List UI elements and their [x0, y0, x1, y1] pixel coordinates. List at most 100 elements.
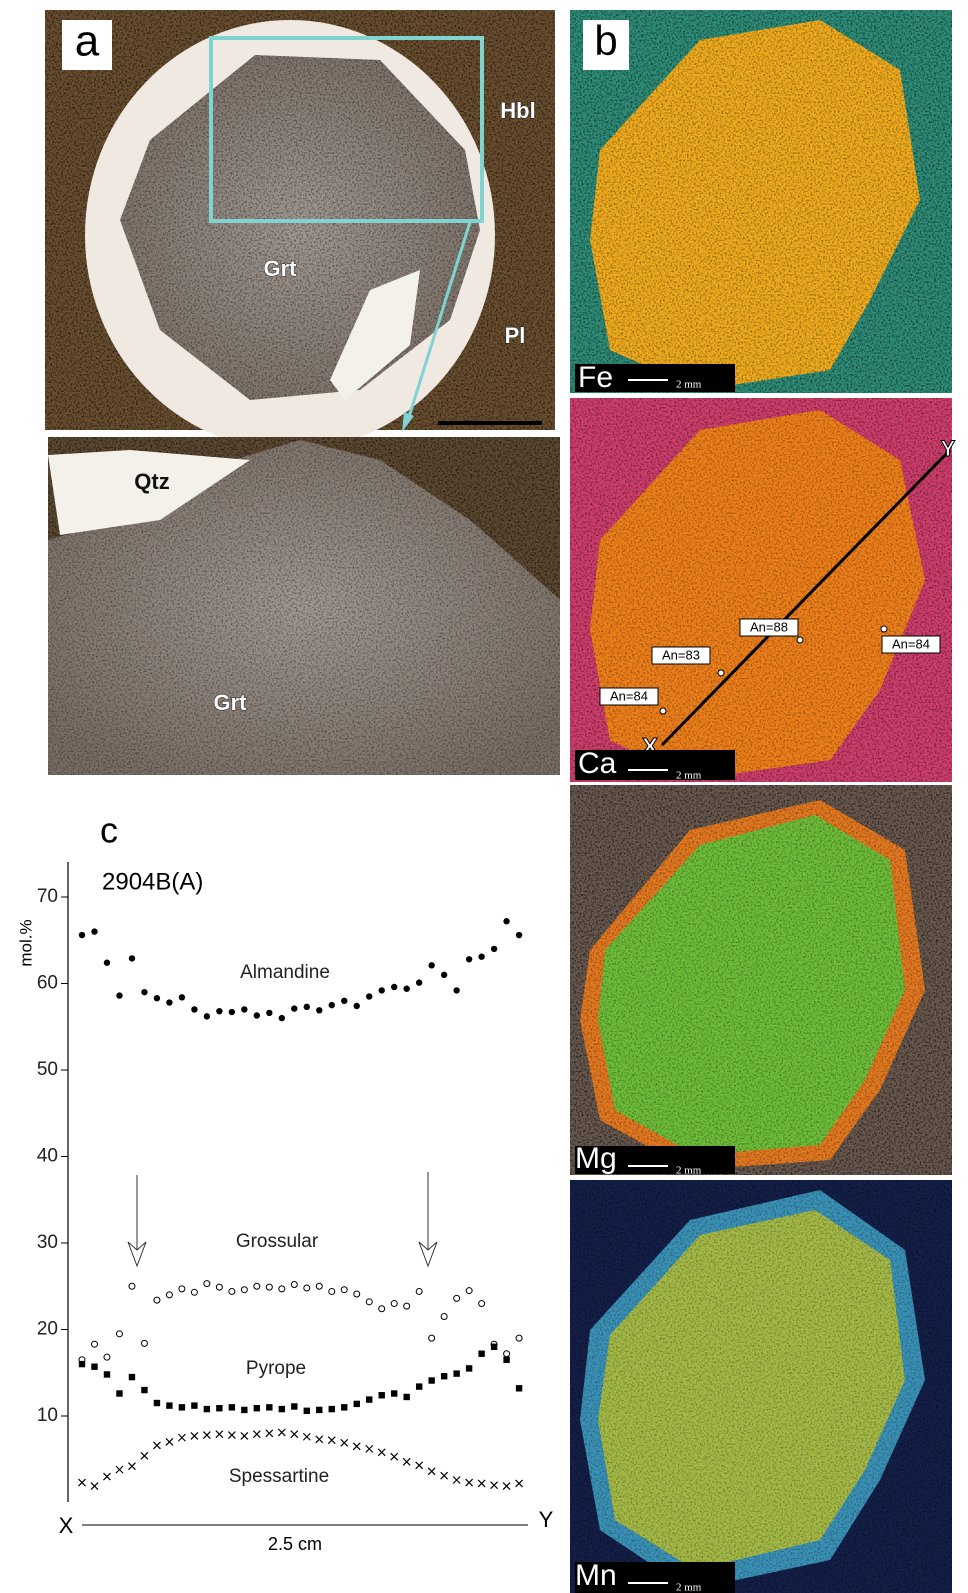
point — [403, 985, 409, 991]
point — [516, 1385, 522, 1391]
point — [416, 1462, 423, 1469]
point — [329, 1406, 335, 1412]
point — [441, 972, 447, 978]
point — [353, 1443, 360, 1450]
profile-end: Y — [941, 436, 956, 461]
y-tick-label: 60 — [37, 973, 58, 994]
point — [503, 1357, 509, 1363]
mineral-label: Grt — [214, 690, 248, 715]
y-tick-label: 70 — [37, 886, 58, 907]
point — [166, 1438, 173, 1445]
point — [291, 1431, 298, 1438]
point — [116, 1331, 122, 1337]
point — [416, 1383, 422, 1389]
point — [404, 1303, 410, 1309]
point — [478, 1480, 485, 1487]
point — [128, 1463, 135, 1470]
scale-label: 2 mm — [676, 1165, 702, 1177]
point — [341, 1287, 347, 1293]
y-axis-label: mol.% — [16, 919, 35, 966]
anorthite-label: An=88 — [750, 619, 788, 634]
point — [116, 1390, 122, 1396]
point — [504, 1351, 510, 1357]
point — [391, 1390, 397, 1396]
y-tick-label: 20 — [37, 1319, 58, 1340]
point — [341, 1404, 347, 1410]
point — [116, 992, 122, 998]
point — [91, 928, 97, 934]
y-tick-label: 50 — [37, 1059, 58, 1080]
series-label: Pyrope — [246, 1358, 306, 1379]
point — [303, 1433, 310, 1440]
point — [216, 1008, 222, 1014]
point — [516, 1335, 522, 1341]
point — [241, 1432, 248, 1439]
point — [279, 1286, 285, 1292]
point — [454, 1295, 460, 1301]
y-tick-label: 30 — [37, 1232, 58, 1253]
point — [354, 1003, 360, 1009]
point — [116, 1466, 123, 1473]
point — [466, 1365, 472, 1371]
point — [166, 1292, 172, 1298]
anorthite-label: An=83 — [662, 647, 700, 662]
point — [166, 999, 172, 1005]
point — [416, 1288, 422, 1294]
point — [354, 1291, 360, 1297]
point — [441, 1472, 448, 1479]
point — [428, 1468, 435, 1475]
point — [129, 1283, 135, 1289]
element-map-mn: Mn 2 mm — [570, 1180, 952, 1593]
chart: c 2904B(A) mol.% X Y 2.5 cm Almandine Gr… — [16, 810, 553, 1554]
scale-label: 2 mm — [676, 1582, 702, 1593]
point — [304, 1004, 310, 1010]
point — [341, 1439, 348, 1446]
point — [366, 1299, 372, 1305]
point — [141, 1452, 148, 1459]
point — [266, 1430, 273, 1437]
point — [254, 1012, 260, 1018]
point — [204, 1013, 210, 1019]
point — [204, 1281, 210, 1287]
point — [491, 946, 497, 952]
point — [516, 1480, 523, 1487]
point — [91, 1341, 97, 1347]
point — [229, 1009, 235, 1015]
point — [478, 953, 484, 959]
point — [354, 1401, 360, 1407]
point — [179, 994, 185, 1000]
point — [104, 960, 110, 966]
point — [179, 1404, 185, 1410]
point — [379, 1306, 385, 1312]
point — [204, 1406, 210, 1412]
micrograph-detail: Qtz Grt — [48, 437, 560, 775]
point — [104, 1371, 110, 1377]
point — [491, 1344, 497, 1350]
point — [416, 979, 422, 985]
point — [291, 1403, 297, 1409]
micrograph: a Hbl Grt Pl — [45, 10, 555, 450]
point — [441, 1373, 447, 1379]
point — [278, 1429, 285, 1436]
point — [191, 1289, 197, 1295]
point — [104, 1354, 110, 1360]
element-map-mg: Mg 2 mm — [570, 785, 952, 1177]
point — [379, 987, 385, 993]
point — [316, 1436, 323, 1443]
point — [166, 1402, 172, 1408]
point — [391, 1301, 397, 1307]
point — [191, 1432, 198, 1439]
point — [304, 1408, 310, 1414]
point — [341, 998, 347, 1004]
point — [79, 1479, 86, 1486]
point — [154, 995, 160, 1001]
point — [179, 1286, 185, 1292]
scale-label: 2 mm — [676, 379, 702, 391]
point — [516, 932, 522, 938]
point — [266, 1404, 272, 1410]
point — [316, 1283, 322, 1289]
point — [403, 1458, 410, 1465]
point — [316, 1407, 322, 1413]
series-label: Grossular — [236, 1231, 319, 1252]
point — [428, 1377, 434, 1383]
